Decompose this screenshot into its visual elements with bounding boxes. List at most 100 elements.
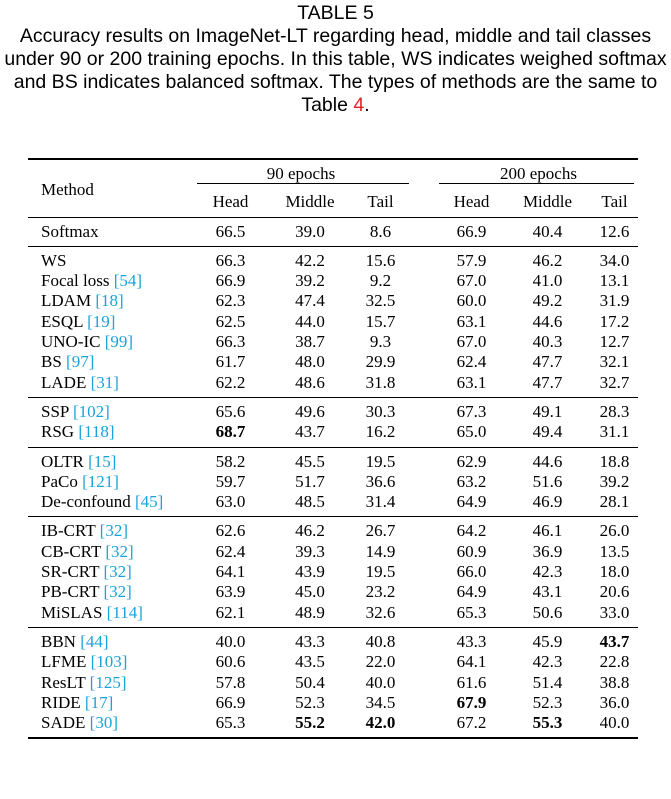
value-cell: 66.3 (215, 332, 246, 352)
table-row: SADE [30] 65.3 55.2 42.0 67.2 55.3 40.0 (28, 713, 638, 739)
citation-link[interactable]: [114] (106, 602, 143, 622)
value-cell: 62.3 (215, 291, 246, 311)
citation-link[interactable]: [45] (134, 492, 164, 512)
table-row: PB-CRT [32] 63.9 45.0 23.2 64.9 43.1 20.6 (28, 582, 638, 602)
value-cell: 60.9 (456, 541, 487, 561)
method-name: LDAM [18] (41, 291, 124, 311)
citation-link[interactable]: [125] (89, 672, 127, 692)
value-cell: 52.3 (295, 692, 325, 712)
value-cell: 61.6 (456, 672, 487, 692)
col-header: Head (453, 192, 490, 212)
col-header: Tail (601, 192, 628, 212)
table-row: WS 66.3 42.2 15.6 57.9 46.2 34.0 (28, 246, 638, 271)
value-cell: 62.4 (456, 352, 487, 372)
method-name: IB-CRT [32] (41, 521, 128, 541)
method-name: Softmax (41, 221, 99, 241)
value-cell: 32.5 (365, 291, 396, 311)
value-cell: 39.2 (599, 471, 630, 491)
value-cell: 52.3 (532, 692, 563, 712)
citation-link[interactable]: [121] (82, 471, 119, 491)
table-row: CB-CRT [32] 62.4 39.3 14.9 60.9 36.9 13.5 (28, 542, 638, 562)
citation-link[interactable]: [102] (72, 401, 110, 421)
citation-link[interactable]: [103] (90, 652, 128, 672)
value-cell: 19.5 (365, 562, 396, 582)
citation-link[interactable]: [17] (84, 692, 114, 712)
value-cell: 43.3 (295, 631, 325, 651)
citation-link[interactable]: [32] (103, 562, 132, 582)
value-cell: 40.3 (532, 332, 563, 352)
table-row: LADE [31] 62.2 48.6 31.8 63.1 47.7 32.7 (28, 373, 638, 398)
method-name: RIDE [17] (41, 692, 114, 712)
value-cell: 58.2 (215, 451, 246, 471)
citation-link[interactable]: [18] (95, 291, 124, 311)
value-cell: 36.9 (532, 541, 563, 561)
value-cell: 26.0 (599, 521, 630, 541)
method-name: SADE [30] (41, 713, 118, 733)
value-cell: 31.9 (599, 291, 630, 311)
method-name: PB-CRT [32] (41, 582, 132, 602)
value-cell: 32.7 (599, 372, 630, 392)
value-cell: 31.1 (599, 422, 630, 442)
value-cell: 64.9 (456, 582, 487, 602)
value-cell: 26.7 (365, 521, 396, 541)
value-cell: 31.8 (365, 372, 396, 392)
value-cell: 66.9 (456, 221, 487, 241)
citation-link[interactable]: [19] (87, 311, 116, 331)
value-cell: 63.0 (215, 492, 246, 512)
value-cell: 50.6 (532, 602, 563, 622)
value-cell: 50.4 (295, 672, 325, 692)
value-cell: 48.0 (295, 352, 325, 372)
value-cell: 39.2 (295, 271, 325, 291)
table-row: BS [97] 61.7 48.0 29.9 62.4 47.7 32.1 (28, 352, 638, 372)
citation-link[interactable]: [44] (80, 631, 109, 651)
value-cell: 65.3 (215, 713, 246, 733)
value-cell: 12.7 (599, 332, 630, 352)
value-cell: 63.1 (456, 311, 487, 331)
value-cell: 65.3 (456, 602, 487, 622)
method-name: MiSLAS [114] (41, 602, 143, 622)
value-cell: 19.5 (365, 451, 396, 471)
value-cell: 43.9 (295, 562, 325, 582)
table-row: SR-CRT [32] 64.1 43.9 19.5 66.0 42.3 18.0 (28, 562, 638, 582)
value-cell: 61.7 (215, 352, 246, 372)
value-cell: 63.9 (215, 582, 246, 602)
value-cell: 66.3 (215, 250, 246, 270)
method-name: LADE [31] (41, 372, 119, 392)
citation-link[interactable]: [99] (104, 332, 134, 352)
citation-link[interactable]: [54] (113, 271, 143, 291)
table-label: TABLE 5 (297, 2, 374, 24)
method-name: PaCo [121] (41, 471, 119, 491)
citation-link[interactable]: [32] (99, 521, 128, 541)
table-ref-link[interactable]: 4 (353, 94, 365, 116)
value-cell: 62.4 (215, 541, 246, 561)
citation-link[interactable]: [31] (90, 372, 119, 392)
value-cell: 42.3 (532, 652, 563, 672)
citation-link[interactable]: [32] (103, 582, 132, 602)
method-name: SR-CRT [32] (41, 562, 132, 582)
value-cell: 8.6 (369, 221, 392, 241)
citation-link[interactable]: [32] (105, 541, 134, 561)
value-cell: 20.6 (599, 582, 630, 602)
value-cell: 49.1 (532, 401, 563, 421)
value-cell: 67.3 (456, 401, 487, 421)
table-row: LDAM [18] 62.3 47.4 32.5 60.0 49.2 31.9 (28, 291, 638, 311)
citation-link[interactable]: [30] (89, 713, 118, 733)
value-cell: 36.6 (365, 471, 396, 491)
value-cell: 62.9 (456, 451, 487, 471)
citation-link[interactable]: [118] (78, 422, 115, 442)
value-cell: 43.3 (456, 631, 487, 651)
method-name: ESQL [19] (41, 311, 116, 331)
value-cell: 32.1 (599, 352, 630, 372)
value-cell: 9.2 (369, 271, 392, 291)
value-cell: 48.5 (295, 492, 325, 512)
value-cell: 42.3 (532, 562, 563, 582)
value-cell: 55.2 (295, 713, 325, 733)
value-cell: 13.5 (599, 541, 630, 561)
citation-link[interactable]: [15] (88, 451, 117, 471)
caption-text: Accuracy results on ImageNet-LT regardin… (4, 25, 667, 116)
value-cell: 49.2 (532, 291, 563, 311)
value-cell: 45.5 (295, 451, 325, 471)
citation-link[interactable]: [97] (66, 352, 95, 372)
value-cell: 44.6 (532, 311, 563, 331)
value-cell: 34.0 (599, 250, 630, 270)
